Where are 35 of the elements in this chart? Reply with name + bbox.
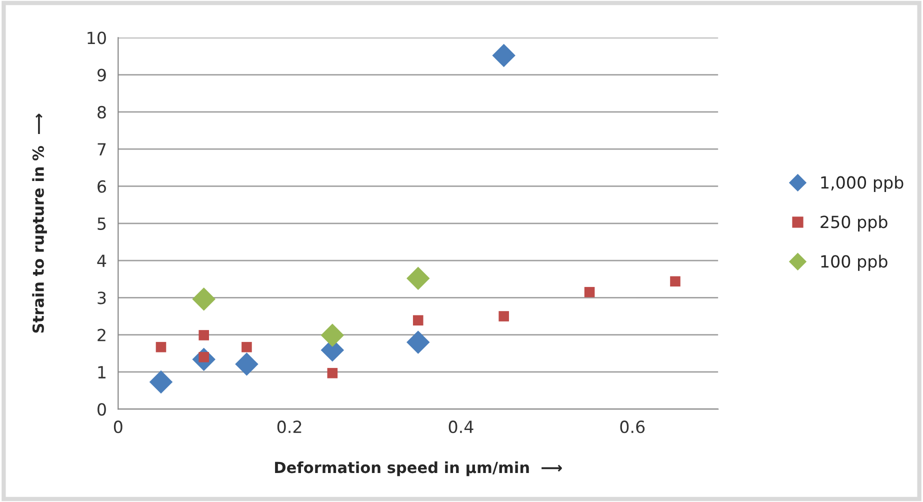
legend-label: 100 ppb	[821, 254, 888, 271]
point	[192, 288, 216, 311]
point	[156, 342, 166, 352]
x-axis-title: Deformation speed in µm/min ⟶	[275, 461, 562, 476]
point	[242, 342, 252, 352]
point	[492, 44, 516, 68]
x-tick-label: 0.2	[277, 420, 302, 434]
y-tick-label: 7	[98, 143, 106, 156]
y-tick-label: 8	[98, 106, 106, 119]
x-tick-label: 0	[114, 420, 122, 434]
y-tick-label: 6	[98, 180, 106, 193]
y-tick-label: 1	[98, 366, 106, 378]
point	[320, 324, 344, 347]
legend-label: 1,000 ppb	[821, 176, 904, 192]
point	[584, 286, 595, 298]
y-tick-label: 3	[98, 292, 106, 304]
y-tick-label: 5	[98, 218, 106, 230]
legend-label: 250 ppb	[820, 215, 888, 232]
y-tick-label: 10	[88, 32, 106, 44]
point	[198, 330, 209, 340]
point	[235, 352, 258, 376]
point	[406, 266, 430, 290]
y-axis-title: Strain to rupture in % ⟶	[32, 114, 47, 333]
y-tick-label: 0	[98, 403, 106, 416]
point	[498, 311, 509, 322]
y-tick-label: 2	[98, 328, 106, 342]
y-tick-label: 9	[97, 68, 106, 82]
y-tick-label: 4	[97, 254, 106, 267]
x-tick-label: 0.4	[448, 420, 474, 434]
point	[412, 315, 424, 326]
point	[406, 330, 430, 354]
x-tick-label: 0.6	[620, 420, 645, 434]
point	[327, 368, 338, 378]
point	[149, 370, 173, 394]
point	[670, 276, 680, 286]
